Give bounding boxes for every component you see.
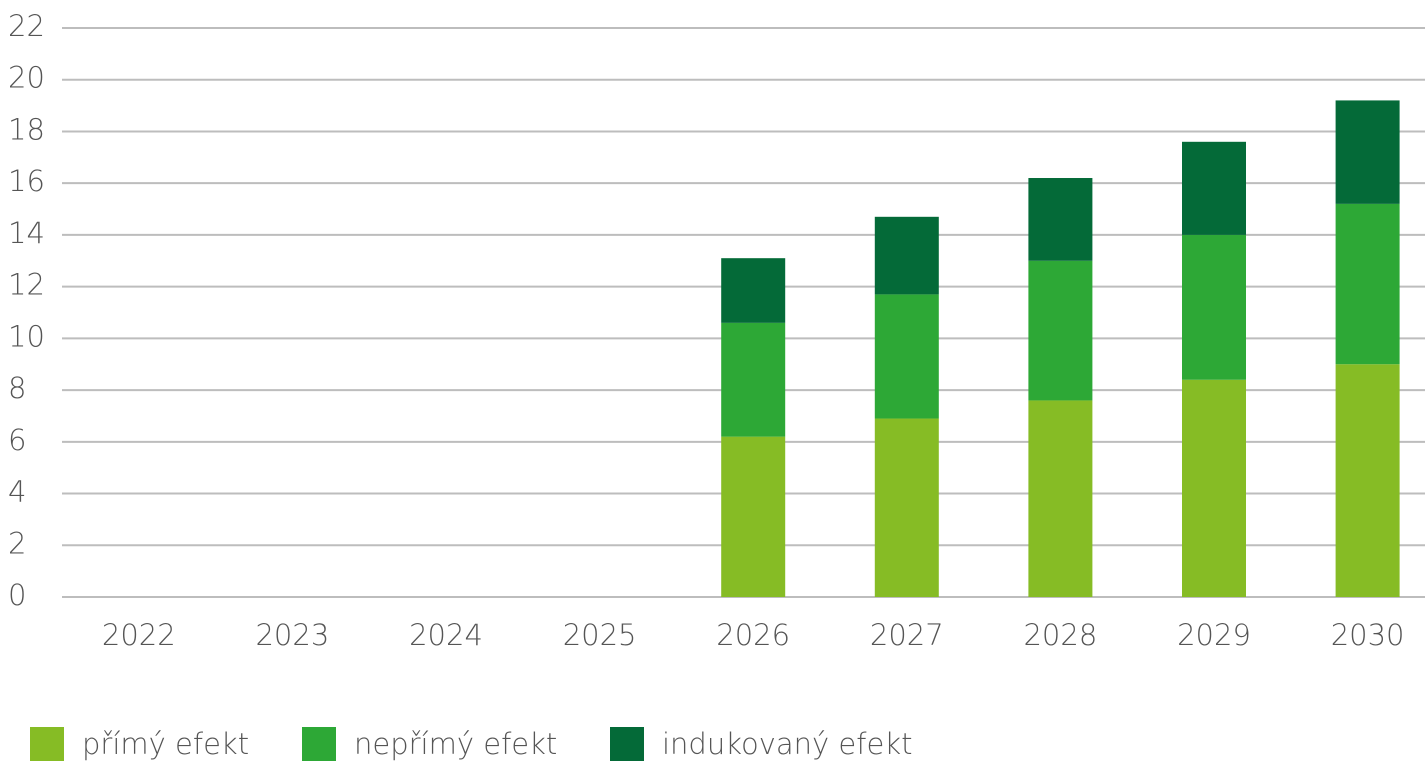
y-tick-label: 14 — [8, 216, 45, 250]
bar-segment — [721, 436, 786, 597]
x-tick-label: 2024 — [409, 618, 483, 652]
legend-label: nepřímý efekt — [354, 727, 557, 761]
bar-segment — [1028, 260, 1093, 401]
y-tick-label: 2 — [8, 526, 26, 560]
y-tick-label: 16 — [8, 164, 45, 198]
y-tick-label: 18 — [8, 112, 45, 146]
bar-segment — [1182, 234, 1246, 380]
y-tick-label: 12 — [8, 268, 45, 302]
y-tick-label: 0 — [8, 578, 26, 612]
y-tick-label: 20 — [8, 61, 45, 95]
legend-label: indukovaný efekt — [662, 727, 912, 761]
legend-swatch — [302, 727, 336, 761]
bar-segment — [1335, 100, 1400, 204]
bar-segment — [721, 322, 786, 437]
legend-label: přímý efekt — [82, 727, 249, 761]
bar-segment — [1028, 400, 1093, 597]
x-tick-label: 2027 — [870, 618, 944, 652]
legend-swatch — [610, 727, 644, 761]
bar-segment — [874, 216, 939, 295]
y-tick-label: 10 — [8, 319, 45, 353]
y-tick-label: 4 — [8, 475, 26, 509]
x-tick-label: 2022 — [102, 618, 176, 652]
legend-swatch — [30, 727, 64, 761]
bar-segment — [1335, 203, 1400, 365]
x-tick-label: 2025 — [563, 618, 637, 652]
y-tick-label: 8 — [8, 371, 26, 405]
y-tick-label: 22 — [8, 9, 45, 43]
bar-segment — [1182, 379, 1246, 597]
bar-segment — [721, 258, 786, 323]
x-tick-label: 2023 — [255, 618, 329, 652]
x-tick-label: 2028 — [1023, 618, 1097, 652]
x-tick-label: 2029 — [1177, 618, 1251, 652]
bar-segment — [874, 418, 939, 597]
y-tick-label: 6 — [8, 423, 26, 457]
bar-segment — [1182, 141, 1246, 235]
bar-segment — [1028, 178, 1093, 261]
x-tick-label: 2030 — [1331, 618, 1405, 652]
bar-segment — [1335, 364, 1400, 597]
bar-segment — [874, 294, 939, 419]
x-tick-label: 2026 — [716, 618, 790, 652]
